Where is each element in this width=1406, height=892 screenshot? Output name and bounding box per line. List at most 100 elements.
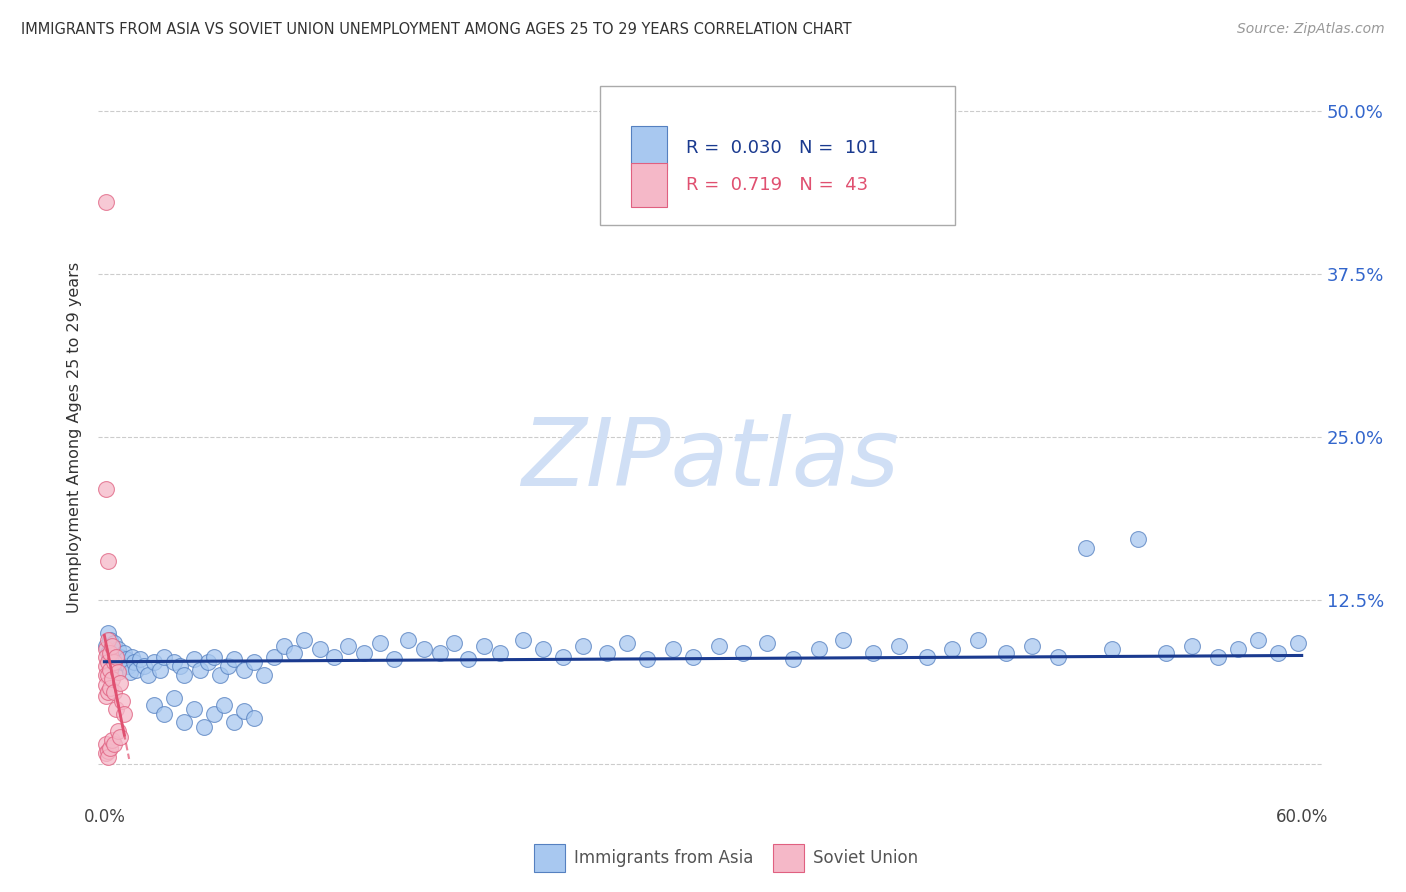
- Point: [96, 639, 118, 653]
- Point: [103, 636, 125, 650]
- Point: [353, 646, 375, 660]
- Point: [103, 685, 125, 699]
- Point: [105, 655, 128, 669]
- Point: [283, 646, 305, 660]
- Text: R =  0.719   N =  43: R = 0.719 N = 43: [686, 176, 868, 194]
- Point: [243, 655, 266, 669]
- Point: [97, 743, 120, 757]
- Point: [202, 706, 225, 721]
- Bar: [630, 127, 668, 170]
- Point: [224, 652, 246, 666]
- Point: [125, 663, 148, 677]
- Point: [233, 705, 256, 719]
- Point: [1226, 641, 1249, 656]
- Point: [153, 706, 176, 721]
- Point: [682, 649, 704, 664]
- Point: [136, 667, 159, 681]
- Point: [263, 649, 285, 664]
- Point: [731, 646, 754, 660]
- Point: [755, 636, 778, 650]
- Point: [97, 626, 120, 640]
- Point: [1286, 636, 1309, 650]
- Point: [100, 632, 122, 647]
- Point: [97, 632, 120, 647]
- Point: [112, 646, 135, 660]
- Point: [112, 706, 135, 721]
- Point: [163, 655, 186, 669]
- Text: IMMIGRANTS FROM ASIA VS SOVIET UNION UNEMPLOYMENT AMONG AGES 25 TO 29 YEARS CORR: IMMIGRANTS FROM ASIA VS SOVIET UNION UNE…: [21, 22, 852, 37]
- Point: [707, 639, 730, 653]
- Point: [107, 663, 129, 677]
- Point: [111, 655, 134, 669]
- Point: [111, 694, 134, 708]
- Point: [117, 658, 139, 673]
- Point: [96, 689, 118, 703]
- Point: [443, 636, 465, 650]
- Point: [995, 646, 1018, 660]
- Point: [101, 639, 124, 653]
- Bar: [630, 162, 668, 207]
- Point: [1247, 632, 1270, 647]
- Text: Immigrants from Asia: Immigrants from Asia: [574, 849, 754, 867]
- Point: [101, 672, 124, 686]
- Point: [429, 646, 451, 660]
- Point: [193, 720, 215, 734]
- Point: [273, 639, 295, 653]
- Point: [129, 652, 152, 666]
- Point: [212, 698, 235, 712]
- Point: [96, 194, 118, 209]
- Point: [292, 632, 315, 647]
- Point: [887, 639, 910, 653]
- Point: [101, 658, 124, 673]
- Point: [134, 658, 156, 673]
- Point: [915, 649, 938, 664]
- Point: [100, 646, 122, 660]
- Point: [96, 649, 118, 664]
- Point: [100, 740, 122, 755]
- Point: [183, 702, 205, 716]
- Point: [396, 632, 419, 647]
- Point: [512, 632, 534, 647]
- Point: [807, 641, 830, 656]
- Point: [782, 652, 804, 666]
- Point: [97, 655, 120, 669]
- Text: Soviet Union: Soviet Union: [813, 849, 918, 867]
- Point: [1181, 639, 1204, 653]
- Point: [1076, 541, 1098, 555]
- Point: [100, 681, 122, 695]
- Point: [124, 655, 146, 669]
- FancyBboxPatch shape: [600, 86, 955, 225]
- Point: [120, 665, 142, 680]
- Point: [596, 646, 619, 660]
- Point: [382, 652, 405, 666]
- Point: [616, 636, 638, 650]
- Point: [96, 678, 118, 692]
- Point: [457, 652, 479, 666]
- Point: [1101, 641, 1123, 656]
- Point: [169, 658, 191, 673]
- Point: [217, 658, 239, 673]
- Point: [105, 649, 128, 664]
- Point: [336, 639, 359, 653]
- Text: Source: ZipAtlas.com: Source: ZipAtlas.com: [1237, 22, 1385, 37]
- Point: [110, 731, 132, 745]
- Point: [967, 632, 990, 647]
- Point: [100, 663, 122, 677]
- Point: [143, 655, 166, 669]
- Point: [1047, 649, 1070, 664]
- Point: [107, 723, 129, 738]
- Point: [96, 737, 118, 751]
- Point: [662, 641, 685, 656]
- Point: [862, 646, 884, 660]
- Y-axis label: Unemployment Among Ages 25 to 29 years: Unemployment Among Ages 25 to 29 years: [67, 261, 83, 613]
- Point: [96, 483, 118, 497]
- Point: [831, 632, 853, 647]
- Point: [101, 733, 124, 747]
- Point: [173, 667, 195, 681]
- Point: [107, 665, 129, 680]
- Point: [103, 737, 125, 751]
- Point: [97, 667, 120, 681]
- Point: [941, 641, 963, 656]
- Point: [163, 691, 186, 706]
- Point: [100, 652, 122, 666]
